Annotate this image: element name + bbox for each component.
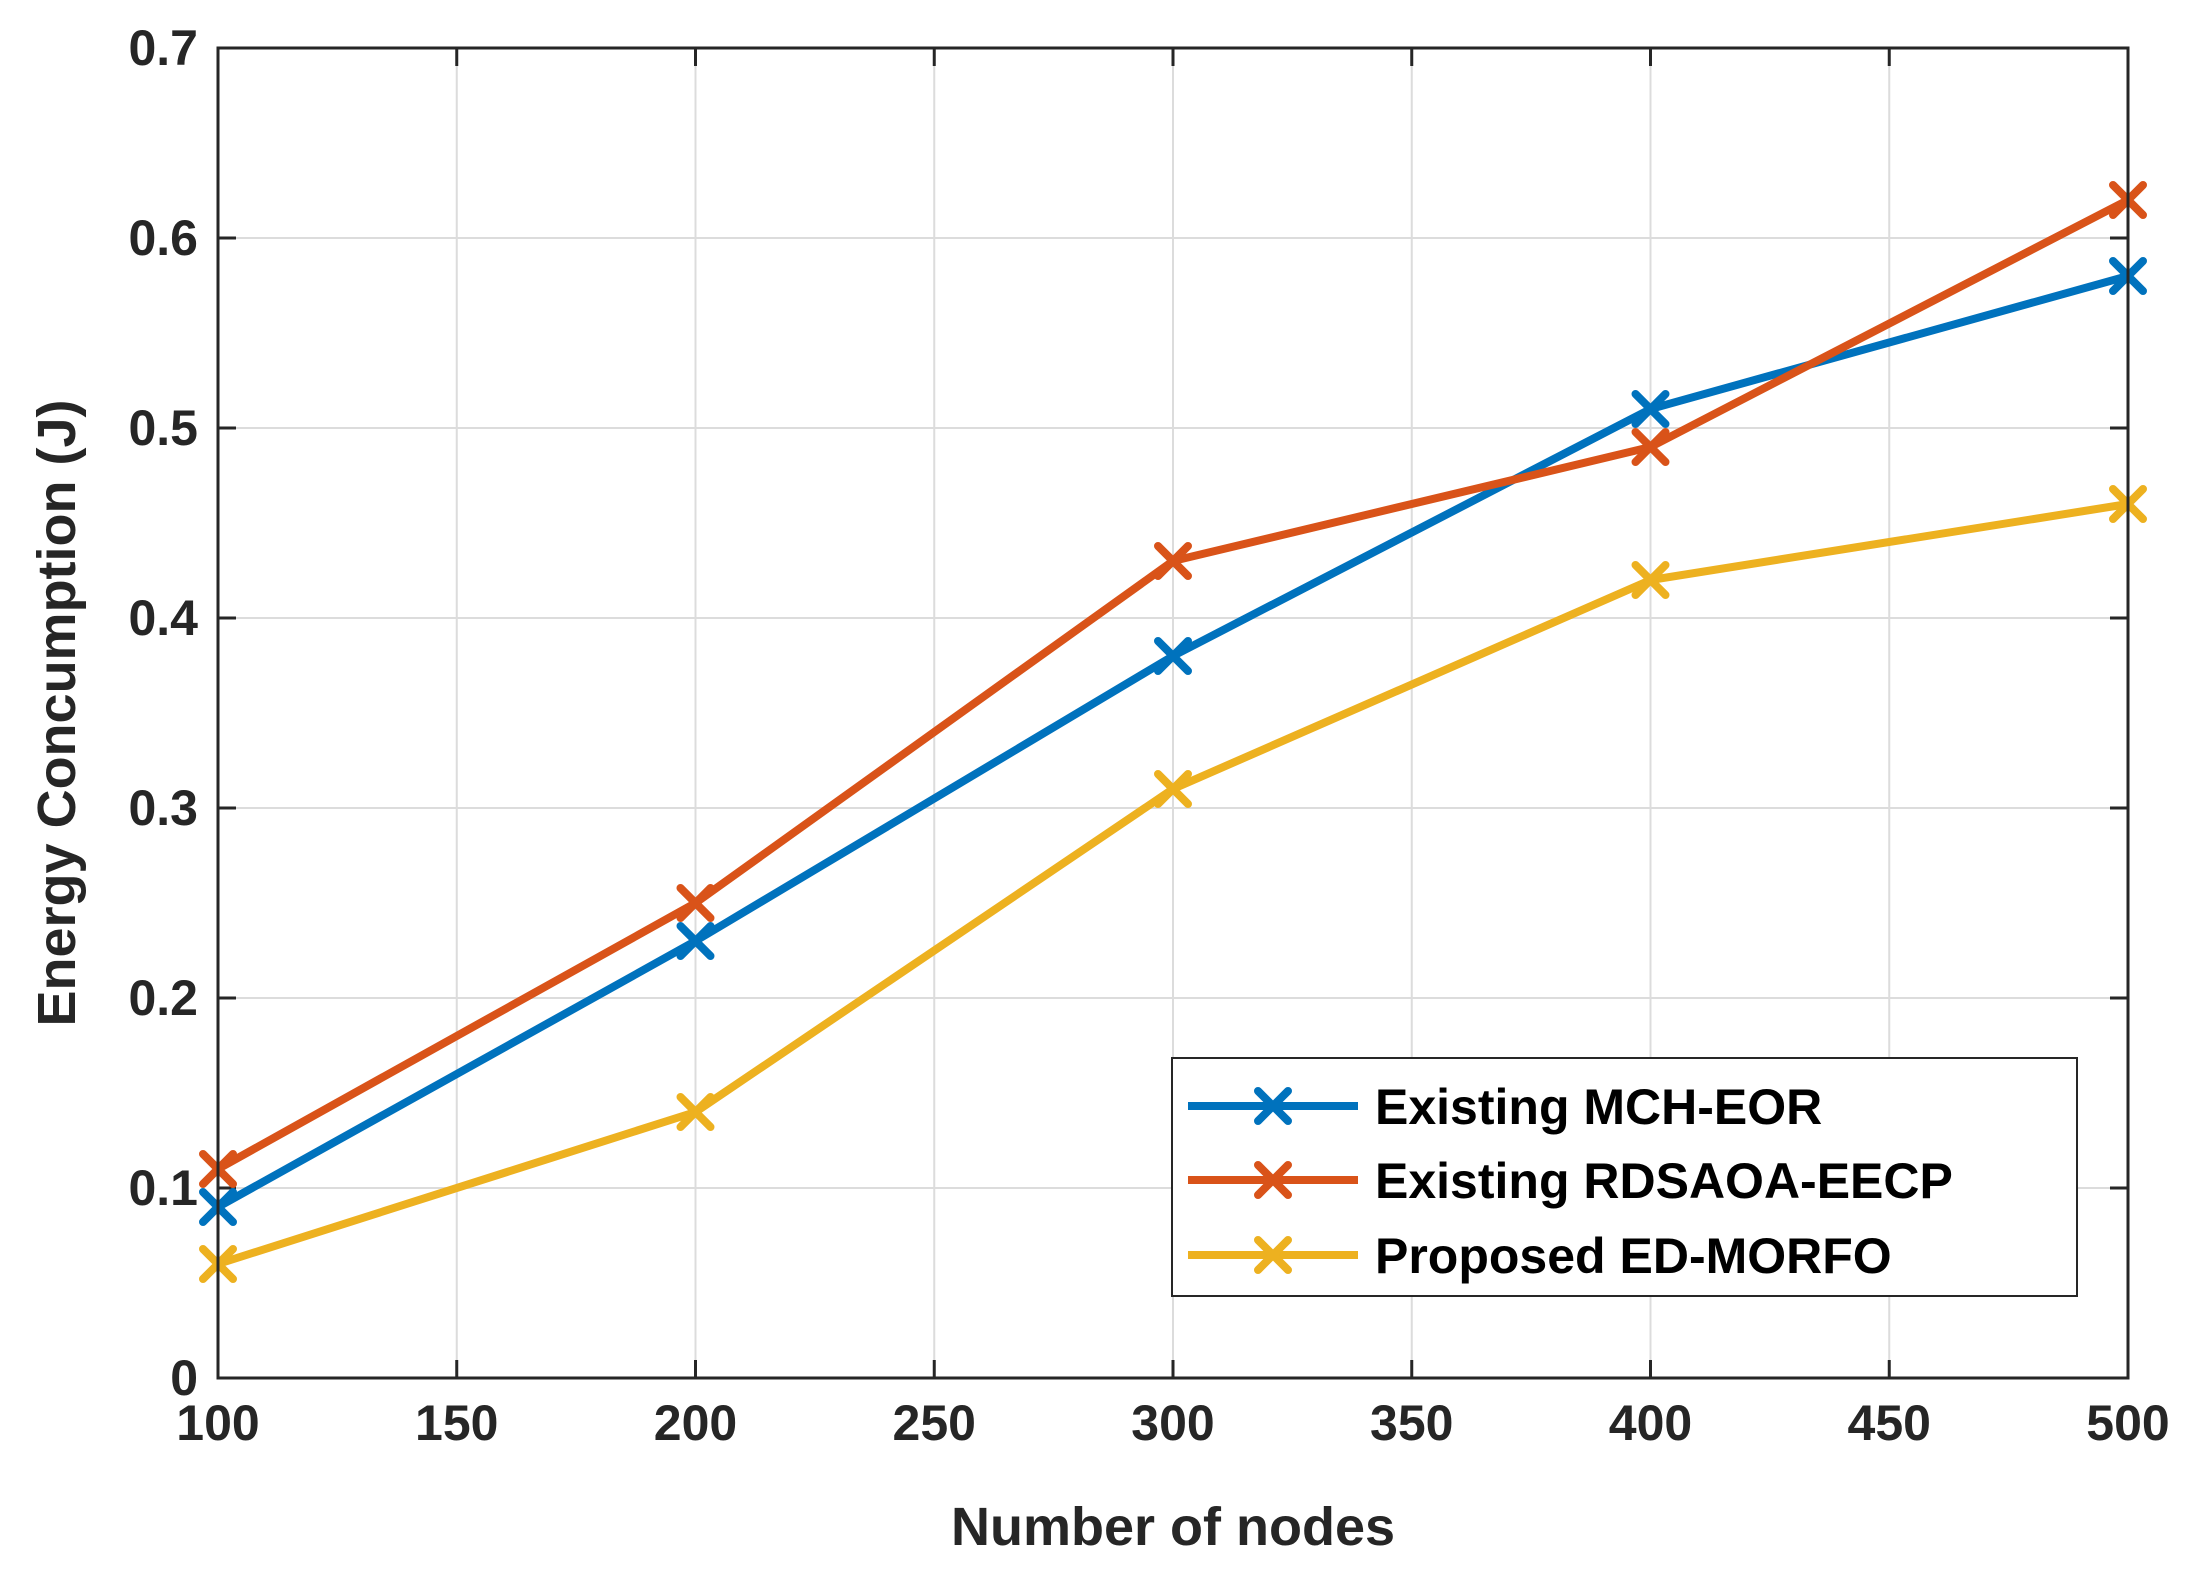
data-point-marker	[676, 884, 715, 922]
data-point-marker	[1154, 770, 1192, 808]
y-tick-label: 0.7	[128, 20, 198, 76]
y-tick-label: 0.1	[128, 1160, 198, 1216]
data-point-marker	[1631, 390, 1670, 428]
data-point-marker	[676, 922, 715, 960]
x-tick-label: 400	[1609, 1395, 1692, 1451]
legend-marker-ed-morfo	[1254, 1236, 1292, 1274]
data-point-marker	[1154, 542, 1192, 580]
legend-entry-rdsaoa-eecp: Existing RDSAOA-EECP	[1188, 1153, 1953, 1209]
legend-entry-mch-eor: Existing MCH-EOR	[1188, 1079, 1822, 1135]
axis-ticks: 100 150 200 250 300 350 400 450 500 0 0.1 0.2 0.3 0.4…	[128, 20, 2169, 1451]
y-axis-label: Energy Concumption (J)	[27, 399, 87, 1026]
y-tick-label: 0.4	[128, 590, 198, 646]
x-tick-label: 300	[1131, 1395, 1214, 1451]
legend-entry-ed-morfo: Proposed ED-MORFO	[1188, 1228, 1892, 1284]
data-point-marker	[1154, 637, 1192, 675]
x-tick-label: 350	[1370, 1395, 1453, 1451]
legend-label-ed-morfo: Proposed ED-MORFO	[1375, 1228, 1892, 1284]
data-point-marker	[676, 1093, 715, 1131]
y-tick-label: 0	[170, 1350, 198, 1406]
legend-marker-mch-eor	[1254, 1087, 1292, 1125]
x-tick-label: 200	[654, 1395, 737, 1451]
y-tick-label: 0.3	[128, 780, 198, 836]
y-tick-label: 0.6	[128, 210, 198, 266]
y-tick-label: 0.5	[128, 400, 198, 456]
x-tick-label: 150	[415, 1395, 498, 1451]
legend-marker-rdsaoa-eecp	[1254, 1161, 1292, 1199]
legend-label-rdsaoa-eecp: Existing RDSAOA-EECP	[1375, 1153, 1953, 1209]
plot-frame	[216, 46, 2130, 1380]
x-tick-label: 500	[2086, 1395, 2169, 1451]
legend-label-mch-eor: Existing MCH-EOR	[1375, 1079, 1822, 1135]
data-point-marker	[1631, 561, 1670, 599]
x-axis-label: Number of nodes	[951, 1497, 1395, 1557]
x-tick-label: 100	[176, 1395, 259, 1451]
data-point-marker	[1631, 428, 1670, 466]
y-tick-label: 0.2	[128, 970, 198, 1026]
legend: Existing MCH-EOR Existing RDSAOA-EECP Pr…	[1171, 1057, 2078, 1297]
x-tick-label: 450	[1848, 1395, 1931, 1451]
x-tick-label: 250	[893, 1395, 976, 1451]
